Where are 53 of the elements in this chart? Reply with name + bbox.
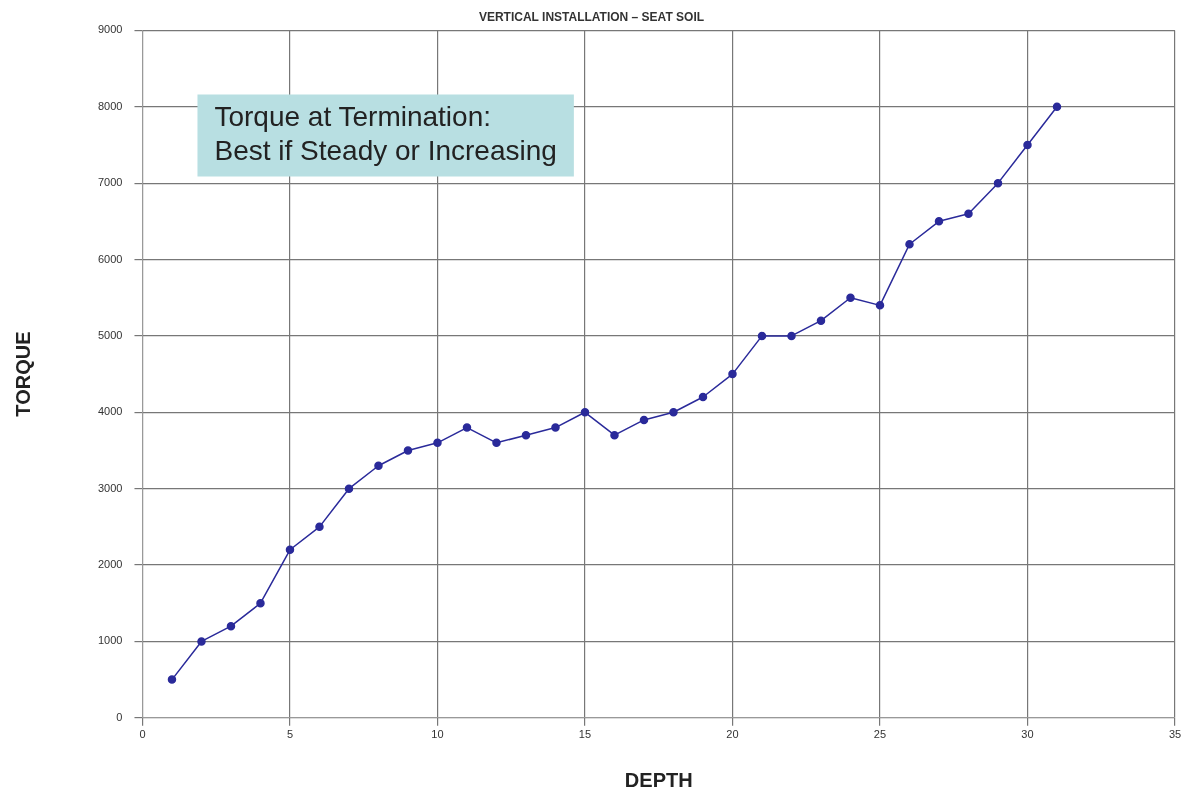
point bbox=[256, 598, 265, 608]
y-tick-label: 9000 bbox=[97, 23, 123, 36]
point bbox=[728, 369, 737, 379]
point bbox=[905, 240, 914, 249]
x-tick-label: 10 bbox=[431, 728, 444, 741]
y-tick-label: 6000 bbox=[97, 252, 123, 265]
point bbox=[433, 438, 442, 448]
y-tick-label: 5000 bbox=[97, 328, 123, 341]
point bbox=[492, 438, 501, 448]
point bbox=[610, 430, 619, 440]
point bbox=[669, 408, 678, 417]
point bbox=[698, 392, 708, 402]
annotation: Torque at Termination: Best if Steady or Increasing bbox=[214, 101, 557, 167]
point bbox=[875, 301, 885, 310]
x-tick-label: 20 bbox=[726, 728, 739, 741]
point bbox=[993, 178, 1003, 188]
point bbox=[757, 331, 767, 341]
point bbox=[285, 545, 295, 555]
x-tick-label: 0 bbox=[139, 728, 146, 741]
point bbox=[521, 430, 531, 440]
chart-title: VERTICAL INSTALLATION – SEAT SOIL bbox=[478, 9, 705, 24]
y-tick-label: 2000 bbox=[97, 558, 123, 571]
point bbox=[197, 637, 206, 646]
point bbox=[1023, 140, 1032, 150]
point bbox=[639, 415, 649, 425]
y-tick-label: 8000 bbox=[97, 99, 123, 112]
y-tick-label: 7000 bbox=[97, 176, 123, 189]
point bbox=[964, 209, 973, 218]
point bbox=[1052, 102, 1062, 112]
point bbox=[787, 331, 796, 341]
x-tick-label: 5 bbox=[286, 728, 294, 741]
y-axis-title: TORQUE bbox=[11, 331, 34, 417]
point bbox=[167, 675, 177, 684]
y-tick-label: 3000 bbox=[97, 481, 123, 494]
y-tick-label: 1000 bbox=[97, 634, 123, 647]
point bbox=[846, 293, 855, 302]
point bbox=[816, 316, 826, 325]
y-tick-label: 4000 bbox=[97, 405, 123, 418]
point bbox=[374, 461, 383, 470]
point bbox=[934, 217, 944, 226]
x-tick-label: 15 bbox=[578, 728, 592, 741]
point bbox=[226, 621, 236, 631]
point bbox=[403, 446, 413, 455]
point bbox=[344, 484, 354, 493]
point bbox=[580, 408, 590, 417]
point bbox=[462, 423, 472, 432]
x-tick-label: 30 bbox=[1021, 728, 1034, 741]
x-tick-label: 25 bbox=[873, 728, 887, 741]
x-tick-label: 35 bbox=[1168, 728, 1182, 741]
x-axis-title: DEPTH bbox=[624, 768, 693, 791]
y-tick-label: 0 bbox=[116, 710, 123, 723]
point bbox=[551, 423, 560, 432]
point bbox=[315, 522, 324, 532]
